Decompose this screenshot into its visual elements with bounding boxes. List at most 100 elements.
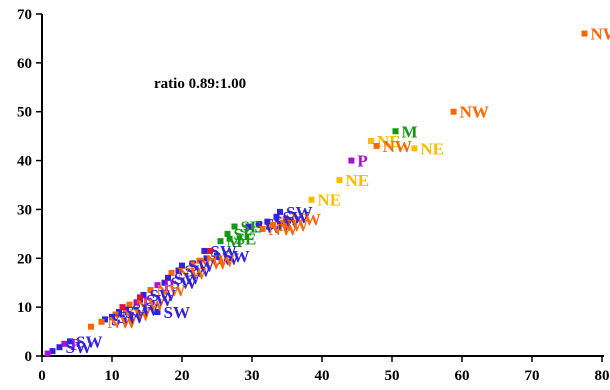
axes: 0 10 20 30 40 50 60 70 80 0 10 20 30 40 50 60 70 [17, 7, 610, 384]
data-point-marker [373, 142, 380, 149]
data-point-label: NW [591, 25, 610, 44]
data-point-label: NW [460, 103, 489, 122]
data-point-marker [203, 255, 210, 262]
data-point-marker [581, 30, 588, 37]
data-point-marker [154, 282, 161, 289]
x-tick-label: 20 [175, 368, 190, 384]
x-tick-label: 30 [245, 368, 260, 384]
data-point-marker [49, 348, 56, 355]
data-point-marker [392, 128, 399, 135]
data-point-marker [137, 294, 143, 301]
data-point-marker [207, 247, 213, 254]
data-point-marker [61, 340, 68, 347]
x-tick-label: 50 [385, 368, 400, 384]
data-point-marker [196, 257, 203, 264]
data-point-marker [67, 338, 73, 345]
data-point-label: P [164, 276, 174, 295]
data-point-marker [140, 291, 147, 298]
data-point-marker [217, 238, 224, 245]
x-tick-label: 70 [525, 368, 540, 384]
data-point-marker [264, 218, 271, 225]
data-point-marker [259, 225, 266, 232]
y-tick-label: 50 [17, 105, 32, 121]
data-point-label: SW [286, 203, 312, 222]
data-point-label: SE [234, 225, 255, 244]
data-point-label: P [143, 293, 153, 312]
data-point-marker [273, 213, 280, 220]
x-tick-label: 10 [105, 368, 120, 384]
y-tick-label: 30 [17, 202, 32, 218]
y-tick-label: 70 [17, 7, 32, 23]
data-point-marker [88, 323, 94, 330]
data-point-marker [256, 221, 262, 228]
data-point-label: NE [318, 191, 342, 210]
data-point-marker [102, 316, 108, 323]
data-point-label: SW [185, 262, 211, 281]
y-tick-label: 40 [17, 154, 32, 170]
data-point-marker [175, 267, 182, 274]
data-point-marker [56, 344, 63, 351]
data-point-marker [277, 208, 283, 215]
data-point-marker [411, 145, 418, 152]
data-point-marker [98, 318, 105, 325]
data-point-label: SW [132, 301, 158, 320]
data-point-marker [201, 247, 208, 254]
data-point-label: NE [346, 171, 370, 190]
data-point-marker [179, 262, 185, 269]
data-point-marker [368, 138, 374, 145]
data-point-label: NW [178, 264, 207, 283]
data-point-marker [214, 252, 220, 259]
data-point-label: SW [171, 274, 197, 293]
data-point-marker [231, 223, 238, 230]
data-points: NWNWNEMNENWPNENESWNWSWSWSWSWNWNWSESESEMS… [44, 25, 610, 357]
data-point-marker [270, 222, 276, 229]
data-point-label: SW [265, 215, 291, 234]
data-point-label: SW [223, 247, 249, 266]
data-point-label: NW [199, 254, 228, 273]
x-tick-label: 60 [455, 368, 470, 384]
data-point-label: SW [111, 310, 137, 329]
data-point-marker [165, 274, 171, 281]
data-point-label: SW [213, 249, 239, 268]
data-point-label: SW [188, 257, 214, 276]
data-point-label: SW [76, 332, 102, 351]
data-point-label: NW [383, 137, 412, 156]
data-point-label: SW [150, 286, 176, 305]
data-point-marker [119, 304, 126, 311]
data-point-label: NW [279, 216, 308, 235]
data-point-marker [154, 309, 161, 316]
data-point-marker [348, 157, 355, 164]
data-point-label: P [357, 152, 367, 171]
data-point-label: SW [273, 213, 299, 232]
data-point-marker [282, 216, 289, 223]
data-point-label: NW [157, 281, 186, 300]
data-point-label: P [70, 335, 80, 354]
data-point-label: NE [377, 132, 401, 151]
data-point-marker [109, 313, 115, 320]
data-point-label: NW [269, 220, 298, 239]
data-point-label: M [402, 122, 418, 141]
data-point-label: NW [108, 313, 137, 332]
data-point-marker [116, 309, 122, 316]
data-point-marker [161, 279, 168, 286]
data-point-marker [450, 108, 457, 115]
data-point-label: SE [241, 218, 262, 237]
data-point-label: NW [136, 296, 165, 315]
data-point-marker [308, 196, 315, 203]
x-tick-label: 80 [595, 368, 610, 384]
data-point-label: SW [174, 269, 200, 288]
data-point-label: SW [210, 242, 236, 261]
data-point-marker [168, 269, 175, 276]
data-point-label: NW [122, 305, 151, 324]
data-point-marker [147, 287, 154, 294]
data-point-label: SW [283, 208, 309, 227]
x-tick-label: 40 [315, 368, 330, 384]
data-point-label: SW [164, 303, 190, 322]
data-point-marker [133, 299, 140, 306]
data-point-marker [336, 177, 343, 184]
data-point-marker [112, 311, 119, 318]
data-point-marker [44, 350, 51, 357]
data-point-label: NW [292, 210, 321, 229]
data-point-marker [189, 260, 196, 267]
